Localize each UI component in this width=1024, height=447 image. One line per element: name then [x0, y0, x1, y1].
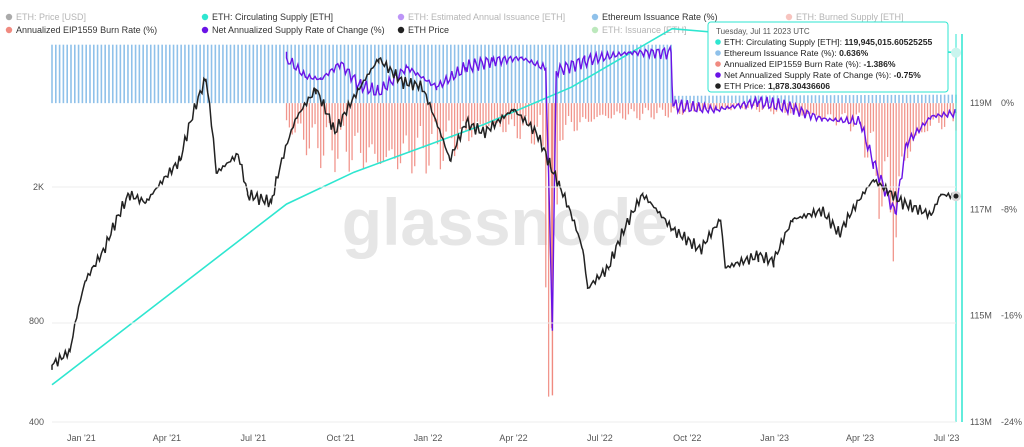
legend-label: ETH: Issuance [ETH] [602, 25, 687, 35]
supply-marker-halo [951, 47, 961, 58]
tooltip-line: ETH: Circulating Supply [ETH]: 119,945,0… [724, 37, 933, 47]
legend-item[interactable]: Annualized EIP1559 Burn Rate (%) [5, 25, 157, 35]
axes: Jan '21 Apr '21 Jul '21 Oct '21 Jan '22 Apr '… [29, 98, 1022, 443]
circulating-supply-line [51, 27, 957, 386]
tooltip-line-value: 119,945,015.60525255 [844, 37, 932, 47]
tooltip-series-icon [715, 50, 721, 56]
x-tick-label: Oct '21 [327, 433, 355, 443]
tooltip-series-icon [715, 39, 721, 45]
legend-item[interactable]: ETH Price [397, 25, 449, 35]
price-axis-tick: 800 [29, 316, 44, 326]
legend-swatch-icon [785, 13, 793, 21]
legend-swatch-icon [397, 26, 405, 34]
legend-item[interactable]: ETH: Estimated Annual Issuance [ETH] [397, 12, 565, 22]
legend-label: ETH: Estimated Annual Issuance [ETH] [408, 12, 565, 22]
net-supply-rate-line [285, 44, 957, 331]
x-tick-label: Jan '21 [67, 433, 96, 443]
plot-area[interactable] [51, 27, 963, 422]
rate-axis-tick: -8% [1001, 204, 1017, 214]
supply-axis-tick: 119M [970, 98, 992, 108]
supply-axis-tick: 115M [970, 311, 992, 321]
legend-label: ETH: Burned Supply [ETH] [796, 12, 904, 22]
legend-swatch-icon [5, 26, 13, 34]
price-axis-tick: 400 [29, 417, 44, 427]
legend-item[interactable]: ETH: Price [USD] [5, 12, 86, 22]
tooltip-series-icon [715, 61, 721, 67]
tooltip-series-icon [715, 83, 721, 89]
rate-axis-tick: 0% [1001, 98, 1014, 108]
legend[interactable]: ETH: Price [USD] ETH: Circulating Supply … [5, 12, 904, 35]
supply-axis-tick: 113M [970, 417, 992, 427]
tooltip-line-value: 1,878.30436606 [768, 81, 830, 91]
price-axis-tick: 2K [33, 182, 44, 192]
tooltip-line-value: 0.636% [839, 48, 869, 58]
legend-swatch-icon [397, 13, 405, 21]
tooltip-box [707, 21, 949, 93]
legend-item[interactable]: Net Annualized Supply Rate of Change (%) [201, 25, 385, 35]
legend-label: ETH Price [408, 25, 449, 35]
legend-label: ETH: Price [USD] [16, 12, 86, 22]
x-tick-label: Apr '21 [153, 433, 181, 443]
tooltip-line-value: -0.75% [894, 70, 922, 80]
eth-price-line [51, 56, 957, 370]
tooltip-line-label: Ethereum Issuance Rate (%): [724, 48, 839, 58]
tooltip-line: Net Annualized Supply Rate of Change (%)… [724, 70, 921, 80]
watermark: glassnode [342, 185, 668, 259]
rate-axis-tick: -24% [1001, 417, 1022, 427]
legend-item[interactable]: ETH: Circulating Supply [ETH] [201, 12, 333, 22]
legend-item[interactable]: ETH: Burned Supply [ETH] [785, 12, 904, 22]
legend-swatch-icon [591, 13, 599, 21]
tooltip-line-label: Annualized EIP1559 Burn Rate (%): [724, 59, 864, 69]
x-tick-label: Jan '23 [760, 433, 789, 443]
legend-swatch-icon [201, 26, 209, 34]
x-tick-label: Jul '23 [934, 433, 960, 443]
tooltip-line-label: ETH: Circulating Supply [ETH]: [724, 37, 844, 47]
legend-item[interactable]: ETH: Issuance [ETH] [591, 25, 687, 35]
legend-label: Net Annualized Supply Rate of Change (%) [212, 25, 385, 35]
legend-label: Annualized EIP1559 Burn Rate (%) [16, 25, 157, 35]
legend-item[interactable]: Ethereum Issuance Rate (%) [591, 12, 718, 22]
rate-axis-tick: -16% [1001, 311, 1022, 321]
x-tick-label: Apr '23 [846, 433, 874, 443]
legend-swatch-icon [591, 26, 599, 34]
price-marker [953, 193, 959, 199]
tooltip-line: Ethereum Issuance Rate (%): 0.636% [724, 48, 869, 58]
legend-label: ETH: Circulating Supply [ETH] [212, 12, 333, 22]
x-tick-label: Jul '21 [240, 433, 266, 443]
legend-label: Ethereum Issuance Rate (%) [602, 12, 718, 22]
x-tick-label: Jul '22 [587, 433, 613, 443]
tooltip-line-label: ETH Price: [724, 81, 768, 91]
tooltip-line-value: -1.386% [864, 59, 896, 69]
tooltip-title: Tuesday, Jul 11 2023 UTC [716, 27, 810, 36]
supply-axis-tick: 117M [970, 204, 992, 214]
x-tick-label: Jan '22 [414, 433, 443, 443]
legend-swatch-icon [5, 13, 13, 21]
tooltip-line-label: Net Annualized Supply Rate of Change (%)… [724, 70, 894, 80]
tooltip-line: Annualized EIP1559 Burn Rate (%): -1.386… [724, 59, 896, 69]
x-tick-label: Oct '22 [673, 433, 701, 443]
x-tick-label: Apr '22 [499, 433, 527, 443]
tooltip-series-icon [715, 72, 721, 78]
tooltip-line: ETH Price: 1,878.30436606 [724, 81, 830, 91]
legend-swatch-icon [201, 13, 209, 21]
